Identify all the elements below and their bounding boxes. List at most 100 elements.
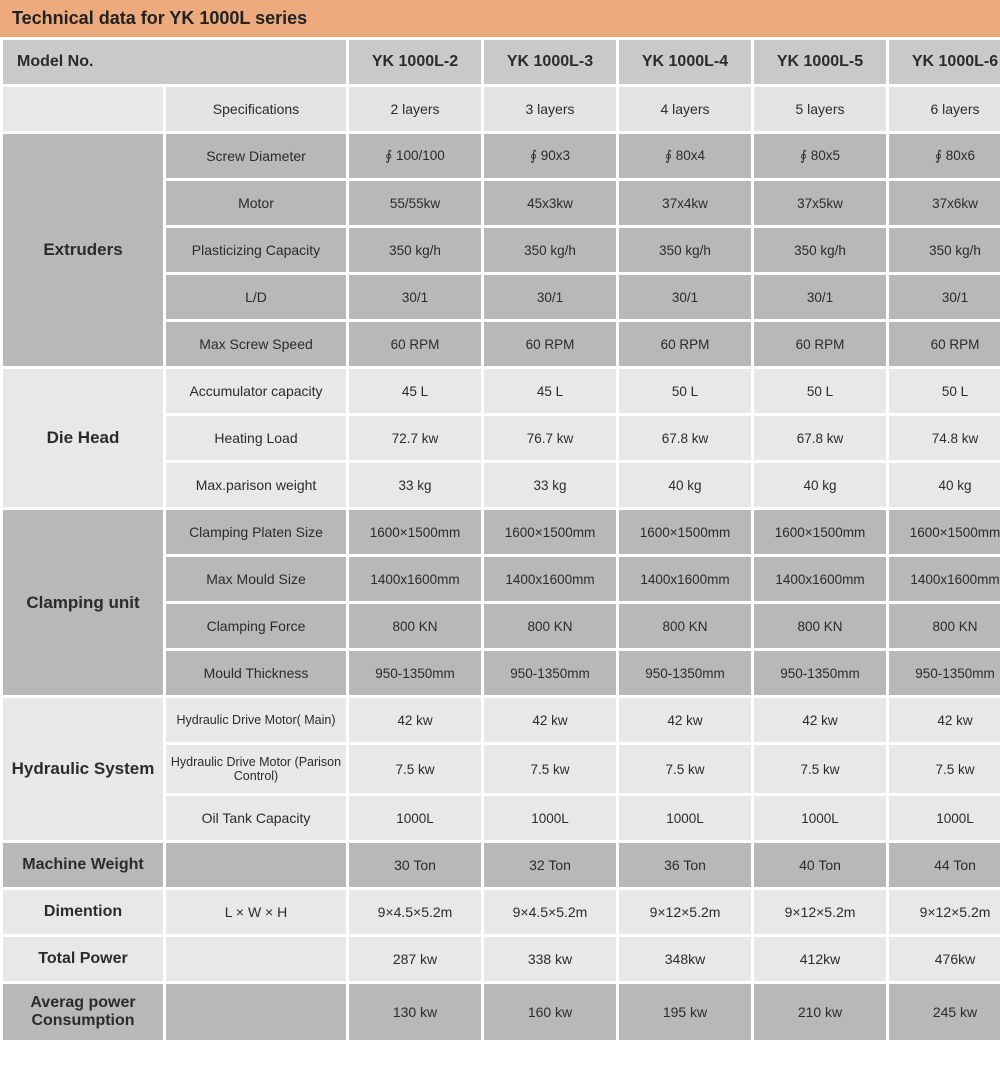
data-cell: 1600×1500mm	[619, 510, 751, 554]
data-cell: 7.5 kw	[619, 745, 751, 793]
data-cell: 412kw	[754, 937, 886, 981]
row-label: L/D	[166, 275, 346, 319]
data-cell: 30/1	[889, 275, 1000, 319]
data-cell: 1000L	[349, 796, 481, 840]
spec-label: Specifications	[166, 87, 346, 131]
data-cell: 42 kw	[889, 698, 1000, 742]
row-label: Clamping Platen Size	[166, 510, 346, 554]
data-cell: 9×12×5.2m	[889, 890, 1000, 934]
data-cell: 45x3kw	[484, 181, 616, 225]
category-cell: Total Power	[3, 937, 163, 981]
row-label: Hydraulic Drive Motor (Parison Control)	[166, 745, 346, 793]
data-cell: 1000L	[754, 796, 886, 840]
data-cell: 30/1	[754, 275, 886, 319]
row-label: Plasticizing Capacity	[166, 228, 346, 272]
category-cell: Machine Weight	[3, 843, 163, 887]
data-cell: 40 kg	[754, 463, 886, 507]
data-cell: 1000L	[484, 796, 616, 840]
data-cell: ∮ 90x3	[484, 134, 616, 178]
data-cell: 245 kw	[889, 984, 1000, 1040]
data-cell: 338 kw	[484, 937, 616, 981]
data-cell: 55/55kw	[349, 181, 481, 225]
page-title: Technical data for YK 1000L series	[12, 8, 307, 28]
model-header: YK 1000L-6	[889, 40, 1000, 84]
category-cell: Extruders	[3, 134, 163, 366]
data-cell: 1400x1600mm	[754, 557, 886, 601]
data-cell: 60 RPM	[754, 322, 886, 366]
data-cell: 9×4.5×5.2m	[349, 890, 481, 934]
data-cell: 50 L	[889, 369, 1000, 413]
data-cell: 350 kg/h	[619, 228, 751, 272]
data-cell: 1600×1500mm	[754, 510, 886, 554]
row-label: L × W × H	[166, 890, 346, 934]
row-label	[166, 984, 346, 1040]
data-cell: 44 Ton	[889, 843, 1000, 887]
header-label: Model No.	[3, 40, 346, 84]
data-cell: ∮ 80x6	[889, 134, 1000, 178]
data-cell: 60 RPM	[889, 322, 1000, 366]
data-cell: 800 KN	[889, 604, 1000, 648]
data-cell: 7.5 kw	[349, 745, 481, 793]
row-label: Screw Diameter	[166, 134, 346, 178]
data-cell: 40 kg	[619, 463, 751, 507]
spec-value: 2 layers	[349, 87, 481, 131]
data-cell: 160 kw	[484, 984, 616, 1040]
data-cell: 45 L	[484, 369, 616, 413]
data-cell: 950-1350mm	[349, 651, 481, 695]
data-cell: 67.8 kw	[754, 416, 886, 460]
category-cell: Die Head	[3, 369, 163, 507]
data-cell: 7.5 kw	[484, 745, 616, 793]
data-cell: 42 kw	[484, 698, 616, 742]
model-header: YK 1000L-4	[619, 40, 751, 84]
row-label: Accumulator capacity	[166, 369, 346, 413]
data-cell: 37x5kw	[754, 181, 886, 225]
category-cell: Dimention	[3, 890, 163, 934]
data-cell: 350 kg/h	[889, 228, 1000, 272]
model-header: YK 1000L-3	[484, 40, 616, 84]
data-cell: 800 KN	[754, 604, 886, 648]
data-cell: 800 KN	[484, 604, 616, 648]
data-cell: 7.5 kw	[754, 745, 886, 793]
spec-value: 5 layers	[754, 87, 886, 131]
row-label: Mould Thickness	[166, 651, 346, 695]
data-cell: 350 kg/h	[349, 228, 481, 272]
data-cell: 1600×1500mm	[889, 510, 1000, 554]
data-cell: 42 kw	[754, 698, 886, 742]
data-cell: 72.7 kw	[349, 416, 481, 460]
data-cell: 60 RPM	[619, 322, 751, 366]
data-cell: 1400x1600mm	[889, 557, 1000, 601]
data-cell: 1000L	[619, 796, 751, 840]
data-cell: 1400x1600mm	[349, 557, 481, 601]
data-cell: ∮ 80x4	[619, 134, 751, 178]
data-cell: 50 L	[754, 369, 886, 413]
data-cell: 42 kw	[349, 698, 481, 742]
data-cell: 1400x1600mm	[484, 557, 616, 601]
data-cell: 800 KN	[349, 604, 481, 648]
data-cell: 32 Ton	[484, 843, 616, 887]
data-cell: 40 kg	[889, 463, 1000, 507]
data-cell: 476kw	[889, 937, 1000, 981]
data-cell: 1600×1500mm	[349, 510, 481, 554]
data-cell: 130 kw	[349, 984, 481, 1040]
spec-value: 3 layers	[484, 87, 616, 131]
data-cell: 33 kg	[349, 463, 481, 507]
data-cell: 950-1350mm	[889, 651, 1000, 695]
data-cell: 9×12×5.2m	[619, 890, 751, 934]
data-cell: 9×4.5×5.2m	[484, 890, 616, 934]
data-cell: 30/1	[484, 275, 616, 319]
data-cell: 287 kw	[349, 937, 481, 981]
blank-cell	[3, 87, 163, 131]
data-cell: 76.7 kw	[484, 416, 616, 460]
data-cell: 42 kw	[619, 698, 751, 742]
model-header: YK 1000L-5	[754, 40, 886, 84]
row-label: Max.parison weight	[166, 463, 346, 507]
data-cell: 950-1350mm	[619, 651, 751, 695]
row-label: Clamping Force	[166, 604, 346, 648]
row-label: Max Screw Speed	[166, 322, 346, 366]
row-label: Heating Load	[166, 416, 346, 460]
spec-value: 6 layers	[889, 87, 1000, 131]
title-bar: Technical data for YK 1000L series	[0, 0, 1000, 37]
data-cell: 33 kg	[484, 463, 616, 507]
category-cell: Averag power Consumption	[3, 984, 163, 1040]
data-cell: 45 L	[349, 369, 481, 413]
